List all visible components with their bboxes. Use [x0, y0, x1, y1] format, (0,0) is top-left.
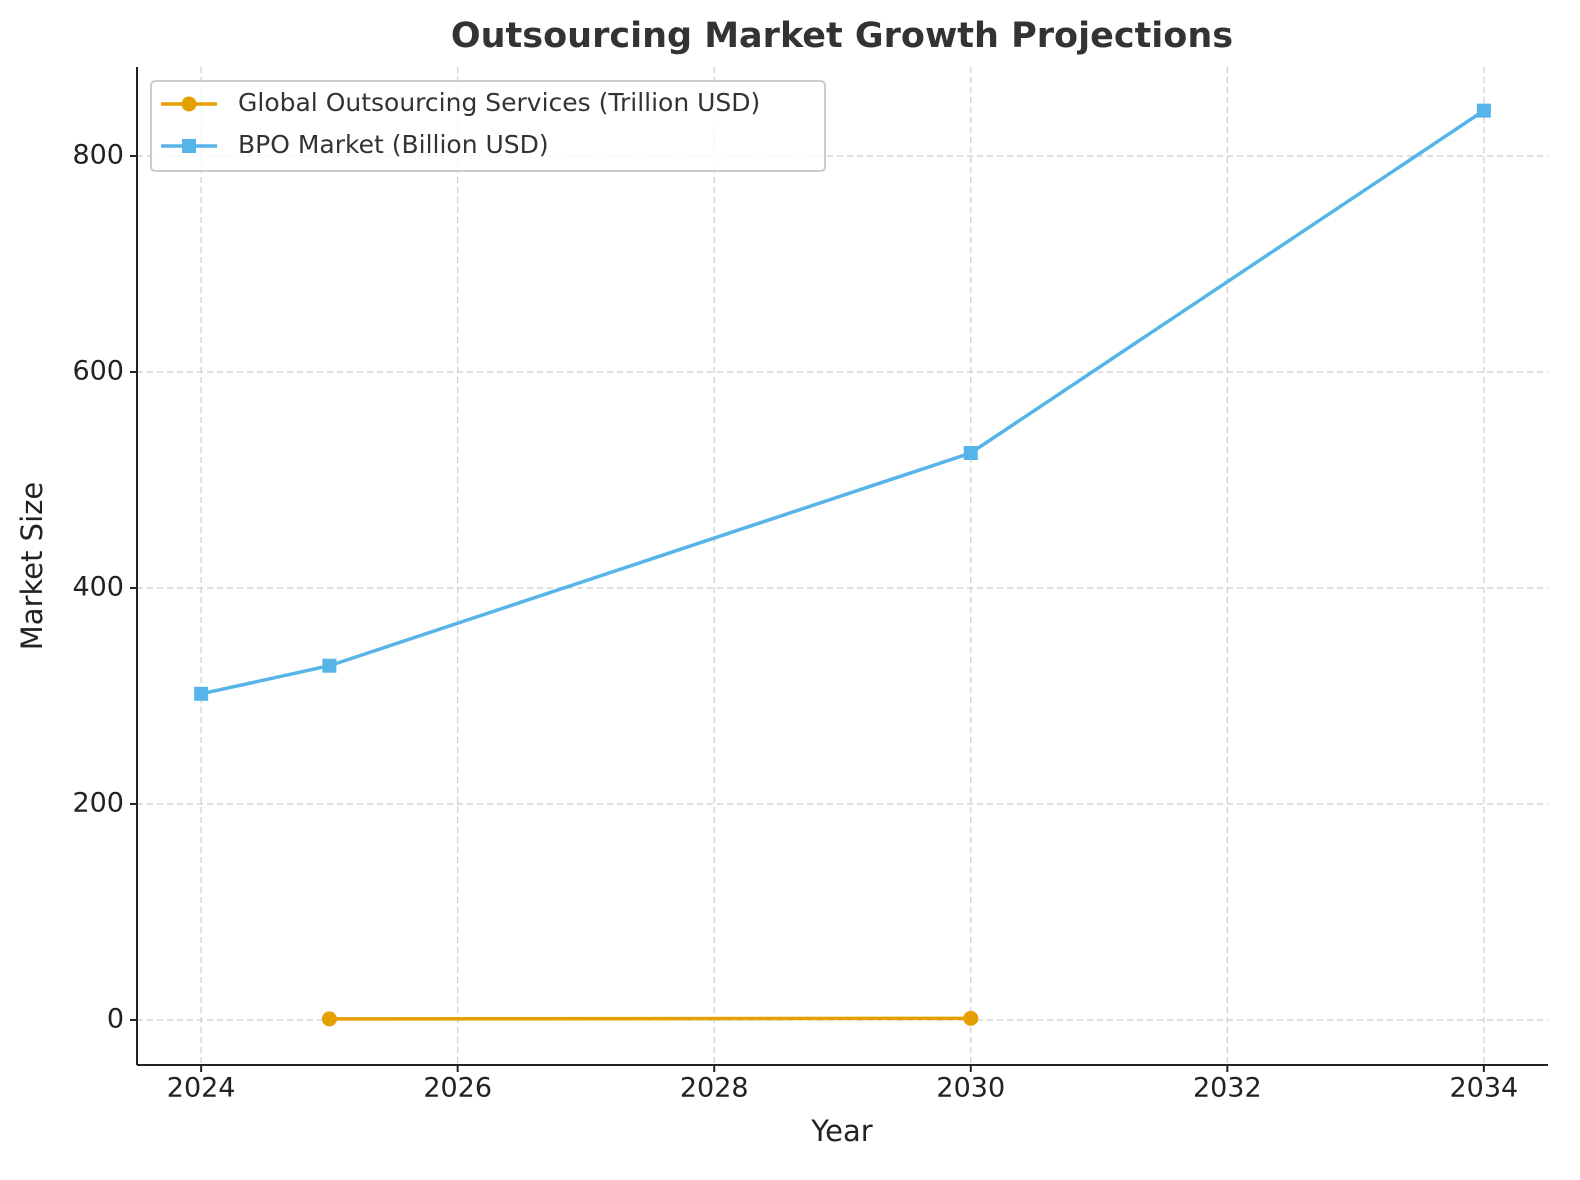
y-tick-label: 600 — [72, 355, 124, 386]
marker — [963, 445, 978, 460]
chart-title: Outsourcing Market Growth Projections — [451, 16, 1233, 56]
x-tick-label: 2028 — [680, 1073, 749, 1104]
x-tick-label: 2030 — [936, 1073, 1005, 1104]
legend-label: Global Outsourcing Services (Trillion US… — [238, 88, 760, 117]
marker — [181, 96, 197, 112]
y-tick-label: 400 — [72, 571, 124, 602]
y-tick-label: 800 — [72, 139, 124, 170]
x-tick-label: 2034 — [1450, 1073, 1519, 1104]
marker — [1476, 103, 1491, 118]
series-line — [329, 1016, 971, 1021]
legend-box — [150, 80, 826, 172]
marker — [194, 686, 209, 701]
legend: Global Outsourcing Services (Trillion US… — [150, 80, 826, 172]
legend-label: BPO Market (Billion USD) — [238, 130, 549, 159]
y-axis-label: Market Size — [15, 482, 49, 650]
y-tick-label: 0 — [107, 1003, 124, 1034]
x-tick-label: 2026 — [423, 1073, 492, 1104]
marker — [182, 139, 196, 153]
x-tick-label: 2024 — [167, 1073, 236, 1104]
marker — [963, 1010, 979, 1026]
series-line — [200, 109, 1485, 696]
x-tick-label: 2032 — [1193, 1073, 1262, 1104]
y-tick-label: 200 — [72, 787, 124, 818]
x-axis-label: Year — [810, 1114, 872, 1148]
marker — [322, 658, 337, 673]
marker — [321, 1011, 337, 1027]
